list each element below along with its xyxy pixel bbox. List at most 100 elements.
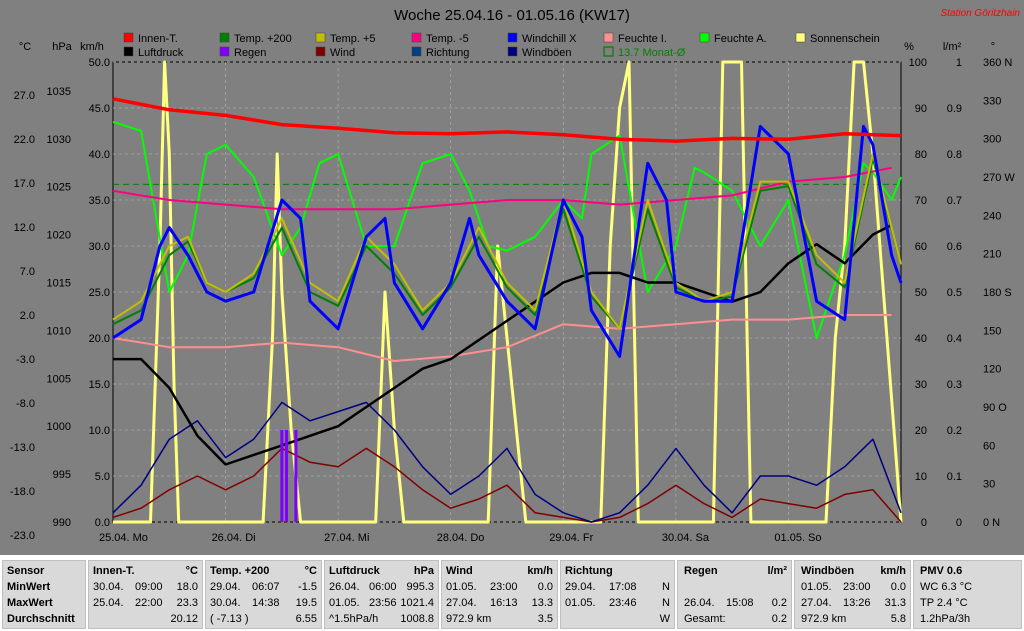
tick-label-dir: 180 S <box>983 287 1012 299</box>
tick-label-day: 26.04. Di <box>212 532 256 544</box>
stats-wind-min-date: 01.05. <box>446 581 477 593</box>
stats-temp200-min-date: 29.04. <box>210 581 241 593</box>
legend-label: 13.7 Monat-Ø <box>618 47 686 59</box>
stats-luftdruck-title: Luftdruck <box>329 565 380 577</box>
stats-regen-total-label: Gesamt: <box>684 613 726 625</box>
tick-label-dir: 60 <box>983 440 995 452</box>
tick-label-dir: 270 W <box>983 172 1015 184</box>
tick-label-kmh: 50.0 <box>89 57 110 69</box>
stats-windboeen-title: Windböen <box>801 565 855 577</box>
tick-label-kmh: 5.0 <box>95 471 110 483</box>
stats-labels-panel: Sensor MinWert MaxWert Durchschnitt <box>2 560 86 629</box>
stats-regen-total-value: 0.2 <box>771 613 787 625</box>
stats-innen-panel: Innen-T. °C 30.04. 09:00 18.0 25.04. 22:… <box>88 560 203 629</box>
stats-luftdruck-trend: ^1.5hPa/h <box>329 613 379 625</box>
tick-label-temp: -3.0 <box>16 354 35 366</box>
tick-label-day: 01.05. So <box>774 532 821 544</box>
stats-label-min: MinWert <box>7 581 51 593</box>
tick-label-kmh: 30.0 <box>89 241 110 253</box>
stats-windboeen-max-time: 13:26 <box>843 597 871 609</box>
legend-label: Feuchte I. <box>618 33 667 45</box>
stats-regen-max-date: 26.04. <box>684 597 715 609</box>
stats-temp200-min-time: 06:07 <box>252 581 280 593</box>
stats-innen-unit: °C <box>185 565 198 577</box>
stats-wind-max-value: 13.3 <box>531 597 553 609</box>
stats-luftdruck-min-value: 995.3 <box>406 581 434 593</box>
stats-wind-min-value: 0.0 <box>537 581 553 593</box>
stats-richtung-max-date: 01.05. <box>565 597 596 609</box>
legend-swatch <box>507 32 518 43</box>
tick-label-pct: 10 <box>915 471 927 483</box>
stats-innen-min-date: 30.04. <box>93 581 124 593</box>
stats-temp200-max-value: 19.5 <box>295 597 317 609</box>
stats-innen-avg-value: 20.12 <box>170 613 198 625</box>
unit-label-left: hPa <box>52 41 72 53</box>
legend-label: Wind <box>330 47 355 59</box>
stats-wind-distance: 972.9 km <box>446 613 492 625</box>
tick-label-temp: -23.0 <box>10 530 35 542</box>
tick-label-hpa: 990 <box>53 517 71 529</box>
stats-temp200-min-value: -1.5 <box>298 581 317 593</box>
unit-label-right: ° <box>991 41 995 53</box>
axis-ticks: 50.045.040.035.030.025.020.015.010.05.00… <box>10 57 1015 544</box>
tick-label-rain: 0.4 <box>947 333 962 345</box>
unit-label-left: °C <box>19 41 31 53</box>
stats-pmv-trend: 1.2hPa/3h <box>920 613 971 625</box>
stats-innen-max-value: 23.3 <box>176 597 198 609</box>
tick-label-rain: 1 <box>956 57 962 69</box>
tick-label-rain: 0.1 <box>947 471 962 483</box>
tick-label-pct: 100 <box>909 57 927 69</box>
tick-label-day: 27.04. Mi <box>324 532 369 544</box>
tick-label-rain: 0.7 <box>947 195 962 207</box>
stats-temp200-max-time: 14:38 <box>252 597 280 609</box>
stats-luftdruck-avg-value: 1008.8 <box>400 613 434 625</box>
axis-units: °C hPa km/h% l/m² ° <box>19 41 995 53</box>
tick-label-pct: 80 <box>915 149 927 161</box>
legend-swatch <box>219 46 230 57</box>
tick-label-dir: 240 <box>983 210 1001 222</box>
legend-swatch <box>603 32 614 43</box>
tick-label-dir: 330 <box>983 95 1001 107</box>
tick-label-temp: -13.0 <box>10 442 35 454</box>
tick-label-rain: 0.8 <box>947 149 962 161</box>
stats-regen-max-time: 15:08 <box>726 597 754 609</box>
stats-windboeen-avg-value: 5.8 <box>890 613 906 625</box>
legend-swatch <box>411 32 422 43</box>
legend-label: Richtung <box>426 47 469 59</box>
tick-label-pct: 90 <box>915 103 927 115</box>
stats-windboeen-distance: 972.9 km <box>801 613 847 625</box>
legend-swatch <box>219 32 230 43</box>
stats-innen-title: Innen-T. <box>93 565 135 577</box>
stats-innen-min-time: 09:00 <box>135 581 163 593</box>
legend-swatch <box>123 46 134 57</box>
tick-label-pct: 30 <box>915 379 927 391</box>
legend-swatch <box>315 46 326 57</box>
stats-luftdruck-max-value: 1021.4 <box>400 597 434 609</box>
legend-swatch <box>315 32 326 43</box>
legend-swatch <box>123 32 134 43</box>
stats-windboeen-min-time: 23:00 <box>843 581 871 593</box>
tick-label-temp: -8.0 <box>16 398 35 410</box>
tick-label-pct: 60 <box>915 241 927 253</box>
tick-label-pct: 70 <box>915 195 927 207</box>
stats-wind-title: Wind <box>446 565 473 577</box>
stats-wind-unit: km/h <box>527 565 553 577</box>
tick-label-dir: 300 <box>983 134 1001 146</box>
stats-richtung-min-date: 29.04. <box>565 581 596 593</box>
legend-label: Windchill X <box>522 33 577 45</box>
tick-label-dir: 30 <box>983 479 995 491</box>
legend-swatch <box>411 46 422 57</box>
stats-pmv-dewpoint: TP 2.4 °C <box>920 597 968 609</box>
stats-temp200-unit: °C <box>304 565 317 577</box>
tick-label-dir: 360 N <box>983 57 1012 69</box>
stats-luftdruck-min-date: 26.04. <box>329 581 360 593</box>
series-line-temp-5 <box>112 166 892 211</box>
tick-label-hpa: 1010 <box>47 325 71 337</box>
tick-label-temp: 12.0 <box>14 222 35 234</box>
legend-label: Regen <box>234 47 266 59</box>
series-line-feuchte-i <box>112 314 892 362</box>
stats-richtung-min-time: 17:08 <box>609 581 637 593</box>
stats-temp200-panel: Temp. +200 °C 29.04. 06:07 -1.5 30.04. 1… <box>205 560 322 629</box>
stats-wind-avg-value: 3.5 <box>537 613 553 625</box>
tick-label-pct: 40 <box>915 333 927 345</box>
